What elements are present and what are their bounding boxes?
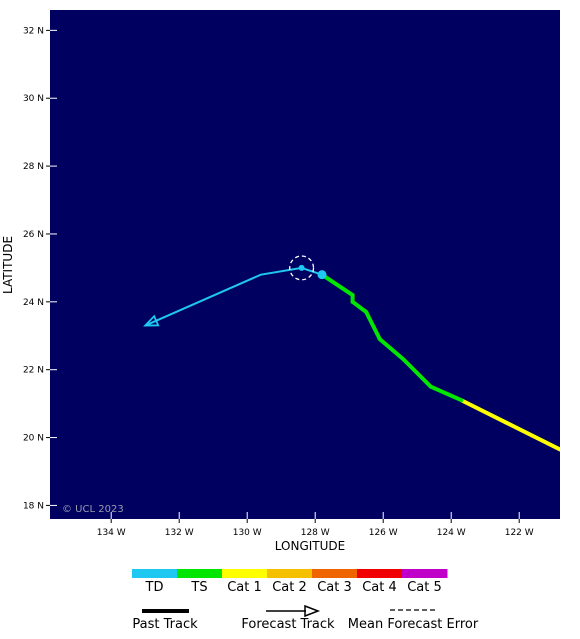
forecast-arrow-icon	[304, 604, 321, 618]
lon-tick-label: 128 W	[301, 528, 330, 538]
legend-category-label: TD	[145, 580, 164, 595]
past-track-segment	[320, 272, 355, 298]
past-track-segment	[503, 420, 560, 452]
lat-tick-label: 24 N	[23, 298, 44, 308]
legend-swatch	[402, 569, 448, 578]
forecast-track-label: Forecast Track	[241, 617, 335, 632]
track-style-legend: Past Track Forecast Track Mean Forecast …	[132, 604, 479, 632]
lat-tick-label: 18 N	[23, 501, 44, 511]
storm-tracks	[143, 255, 560, 452]
lat-tick-label: 32 N	[23, 26, 44, 36]
y-axis-title: LATITUDE	[1, 236, 15, 294]
lat-tick-label: 22 N	[23, 366, 44, 376]
legend-swatch	[222, 569, 268, 578]
legend-swatch	[267, 569, 313, 578]
lon-tick-label: 130 W	[233, 528, 262, 538]
forecast-point-dot	[298, 264, 305, 271]
category-color-legend: TD TS Cat 1 Cat 2 Cat 3 Cat 4 Cat 5	[132, 569, 448, 595]
past-track-segment	[428, 384, 464, 403]
past-track-label: Past Track	[132, 617, 198, 632]
past-track-segment	[377, 337, 406, 362]
legend-category-label: Cat 2	[272, 580, 307, 595]
forecast-error-circle	[289, 255, 315, 281]
lon-tick-label: 122 W	[505, 528, 534, 538]
legend-category-label: Cat 4	[362, 580, 397, 595]
lat-tick-label: 20 N	[23, 434, 44, 444]
lon-tick-label: 132 W	[165, 528, 194, 538]
past-track-segment	[459, 398, 508, 425]
legend-swatch	[177, 569, 223, 578]
mean-error-label: Mean Forecast Error	[348, 617, 479, 632]
past-track-segment	[364, 310, 382, 342]
lat-tick-label: 26 N	[23, 230, 44, 240]
legend-swatch	[132, 569, 178, 578]
copyright-text: © UCL 2023	[62, 504, 124, 515]
lon-tick-label: 126 W	[369, 528, 398, 538]
current-position-dot	[317, 270, 327, 280]
past-track-segment	[350, 299, 369, 315]
legend-swatch	[357, 569, 403, 578]
legend-swatch	[312, 569, 358, 578]
forecast-arrow-head	[143, 314, 160, 327]
legend-category-label: Cat 1	[227, 580, 262, 595]
lat-tick-label: 30 N	[23, 94, 44, 104]
lon-tick-label: 134 W	[97, 528, 126, 538]
lat-tick-label: 28 N	[23, 162, 44, 172]
x-axis-title: LONGITUDE	[275, 539, 345, 553]
map-plot-area	[50, 10, 560, 519]
past-track-segment	[401, 357, 433, 389]
legend-category-label: Cat 3	[317, 580, 352, 595]
forecast-track-line	[144, 266, 323, 327]
legend-category-label: Cat 5	[407, 580, 442, 595]
legend-category-label: TS	[190, 580, 207, 595]
axis-ticks: 134 W 132 W 130 W 128 W 126 W 124 W 122 W 32 N 3…	[23, 26, 534, 538]
lon-tick-label: 124 W	[437, 528, 466, 538]
